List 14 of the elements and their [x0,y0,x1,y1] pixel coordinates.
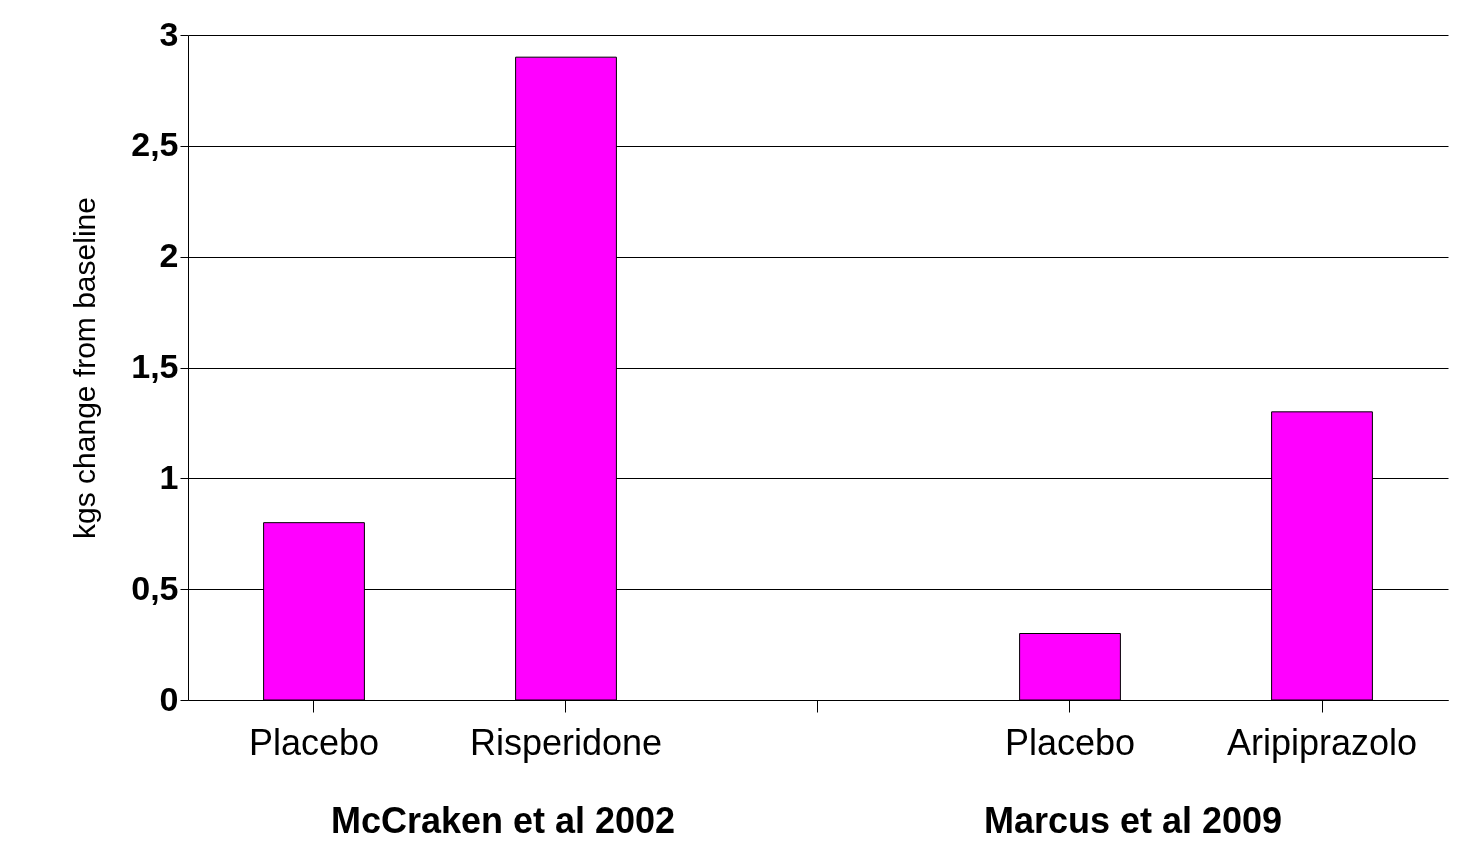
y-axis-title: kgs change from baseline [68,197,102,539]
y-tick-label: 1,5 [131,347,179,385]
y-tick-label: 0,5 [131,568,179,607]
text: Marcus et al 2009 [983,800,1283,841]
text: McCraken et al 2002 [330,800,676,841]
y-tick-label: 3 [159,14,179,53]
y-tick-label: 0 [159,679,179,718]
y-tick-label: 2,5 [131,125,179,164]
y-tick-label: 2 [159,236,179,275]
x-tick-label: Placebo [1004,721,1136,763]
x-tick-label: Placebo [248,721,380,763]
y-tick-label: 1 [159,457,179,496]
x-tick-label: Risperidone [469,721,663,763]
x-tick-label: Aripiprazolo [1226,721,1418,763]
